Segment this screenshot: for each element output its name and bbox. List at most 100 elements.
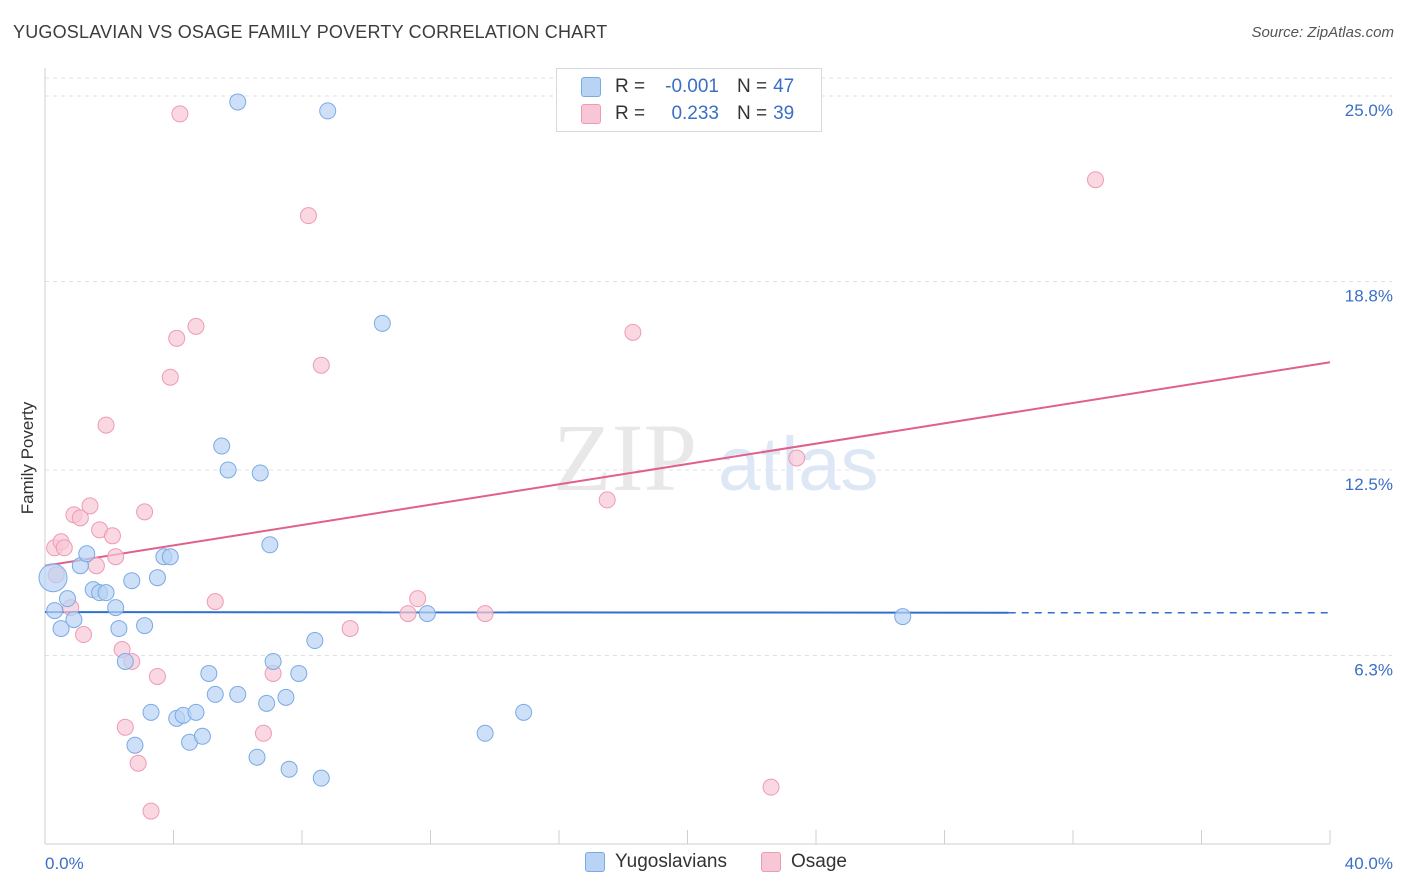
point-yugoslavians bbox=[319, 102, 337, 120]
point-yugoslavians bbox=[148, 569, 166, 587]
point-yugoslavians bbox=[52, 620, 70, 638]
legend-swatch-blue bbox=[585, 852, 605, 872]
point-osage bbox=[116, 718, 134, 736]
x-tick-label: 40.0% bbox=[1345, 854, 1393, 873]
point-osage bbox=[107, 548, 125, 566]
point-osage bbox=[1086, 171, 1104, 189]
point-osage bbox=[206, 593, 224, 611]
watermark-zip: ZIP bbox=[553, 404, 697, 511]
point-osage bbox=[187, 317, 205, 335]
point-yugoslavians bbox=[280, 760, 298, 778]
point-yugoslavians bbox=[264, 652, 282, 670]
legend-item-osage[interactable]: Osage bbox=[760, 851, 847, 873]
point-yugoslavians bbox=[476, 724, 494, 742]
point-yugoslavians bbox=[418, 605, 436, 623]
point-yugoslavians bbox=[312, 769, 330, 787]
legend-label-yugoslavians: Yugoslavians bbox=[615, 851, 727, 872]
chart-title: YUGOSLAVIAN VS OSAGE FAMILY POVERTY CORR… bbox=[13, 22, 608, 42]
point-osage bbox=[171, 105, 189, 123]
point-osage bbox=[148, 667, 166, 685]
point-yugoslavians bbox=[251, 464, 269, 482]
point-yugoslavians bbox=[261, 536, 279, 554]
legend-item-yugoslavians[interactable]: Yugoslavians bbox=[585, 851, 727, 873]
point-osage bbox=[81, 497, 99, 515]
point-osage bbox=[312, 356, 330, 374]
point-yugoslavians bbox=[306, 632, 324, 650]
point-yugoslavians bbox=[193, 727, 211, 745]
point-yugoslavians bbox=[136, 617, 154, 635]
correlation-legend: R = -0.001 N = 47 R = 0.233 N = 39 bbox=[556, 68, 822, 132]
point-yugoslavians bbox=[116, 652, 134, 670]
legend-row-osage: R = 0.233 N = 39 bbox=[581, 102, 794, 126]
legend-row-yugoslavians: R = -0.001 N = 47 bbox=[581, 75, 794, 99]
point-yugoslavians bbox=[515, 703, 533, 721]
legend-label-osage: Osage bbox=[790, 851, 847, 872]
y-tick-label: 25.0% bbox=[1345, 101, 1393, 120]
point-yugoslavians bbox=[248, 748, 266, 766]
point-osage bbox=[75, 626, 93, 644]
point-yugoslavians bbox=[229, 685, 247, 703]
point-osage bbox=[409, 590, 427, 608]
y-tick-label: 18.8% bbox=[1345, 286, 1393, 305]
y-axis-label: Family Poverty bbox=[18, 401, 37, 515]
point-yugoslavians bbox=[894, 608, 912, 626]
point-osage bbox=[97, 416, 115, 434]
legend-swatch-pink bbox=[581, 104, 601, 124]
point-yugoslavians bbox=[142, 703, 160, 721]
y-tick-label: 12.5% bbox=[1345, 475, 1393, 494]
point-yugoslavians bbox=[97, 584, 115, 602]
point-osage bbox=[254, 724, 272, 742]
point-osage bbox=[598, 491, 616, 509]
x-tick-label: 0.0% bbox=[45, 854, 84, 873]
legend-n-label: N = bbox=[737, 103, 768, 124]
point-yugoslavians bbox=[107, 599, 125, 617]
point-yugoslavians bbox=[373, 314, 391, 332]
legend-r-value: -0.001 bbox=[665, 76, 719, 97]
legend-r-value: 0.233 bbox=[671, 103, 719, 124]
point-osage bbox=[129, 754, 147, 772]
point-osage bbox=[142, 802, 160, 820]
trend-line-solid bbox=[44, 361, 1331, 567]
legend-swatch-blue bbox=[581, 77, 601, 97]
point-osage bbox=[762, 778, 780, 796]
point-osage bbox=[476, 605, 494, 623]
point-yugoslavians bbox=[229, 93, 247, 111]
point-osage bbox=[341, 620, 359, 638]
point-yugoslavians bbox=[258, 694, 276, 712]
trend-layer bbox=[44, 361, 1331, 614]
point-osage bbox=[71, 509, 89, 527]
grid-layer bbox=[45, 77, 1392, 656]
axis-layer bbox=[44, 68, 1331, 845]
series-legend: Yugoslavians Osage bbox=[585, 851, 881, 873]
point-yugoslavians bbox=[65, 611, 83, 629]
point-yugoslavians bbox=[200, 664, 218, 682]
point-yugoslavians bbox=[277, 688, 295, 706]
legend-r-label: R = bbox=[615, 76, 646, 97]
point-yugoslavians bbox=[213, 437, 231, 455]
point-yugoslavians bbox=[78, 545, 96, 563]
point-osage bbox=[55, 539, 73, 557]
point-yugoslavians bbox=[219, 461, 237, 479]
legend-n-value: 47 bbox=[773, 76, 795, 97]
point-osage bbox=[624, 323, 642, 341]
point-osage bbox=[161, 368, 179, 386]
point-yugoslavians bbox=[123, 572, 141, 590]
point-yugoslavians bbox=[58, 590, 76, 608]
point-yugoslavians bbox=[206, 685, 224, 703]
point-osage bbox=[299, 207, 317, 225]
legend-r-label: R = bbox=[615, 103, 646, 124]
point-yugoslavians bbox=[126, 736, 144, 754]
legend-n-label: N = bbox=[737, 76, 768, 97]
y-tick-label: 6.3% bbox=[1354, 660, 1393, 679]
point-yugoslavians bbox=[290, 664, 308, 682]
point-osage bbox=[168, 329, 186, 347]
tick-labels: 6.3% 12.5% 18.8% 25.0% 0.0% 40.0% bbox=[45, 101, 1393, 873]
point-osage bbox=[399, 605, 417, 623]
point-osage bbox=[788, 449, 806, 467]
point-yugoslavians bbox=[38, 563, 68, 593]
point-osage bbox=[136, 503, 154, 521]
point-yugoslavians bbox=[187, 703, 205, 721]
trend-line-solid bbox=[44, 611, 1009, 614]
points-layer bbox=[38, 93, 1104, 820]
